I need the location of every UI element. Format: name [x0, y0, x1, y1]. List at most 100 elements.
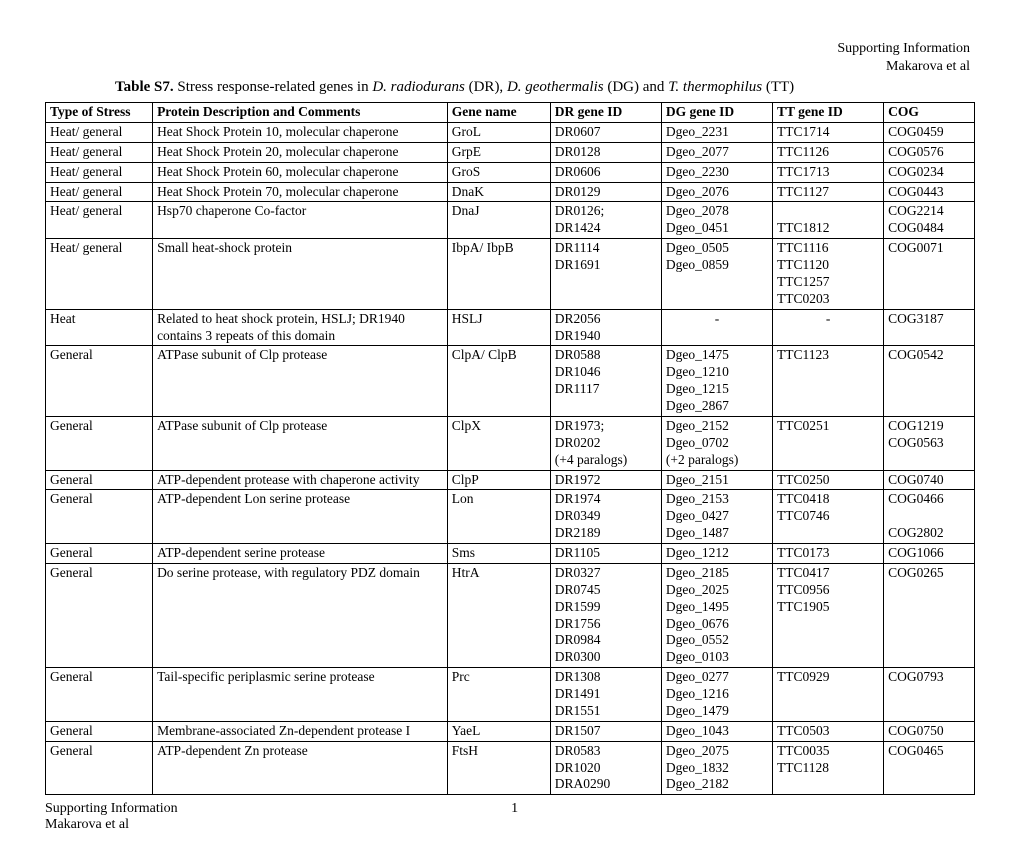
cell-dg: Dgeo_2152 Dgeo_0702 (+2 paralogs): [661, 416, 772, 470]
cell-tt: TTC0250: [773, 470, 884, 490]
cell-tt: TTC0417 TTC0956 TTC1905: [773, 563, 884, 667]
cell-desc: Heat Shock Protein 60, molecular chapero…: [153, 162, 448, 182]
cell-desc: ATP-dependent Zn protease: [153, 741, 448, 795]
cell-dr: DR0129: [550, 182, 661, 202]
title-sp2: D. geothermalis: [507, 79, 604, 95]
cell-dr: DR0607: [550, 122, 661, 142]
table-row: GeneralMembrane-associated Zn-dependent …: [46, 721, 975, 741]
cell-dr: DR1507: [550, 721, 661, 741]
cell-desc: ATPase subunit of Clp protease: [153, 416, 448, 470]
cell-gene: GroS: [447, 162, 550, 182]
cell-type: Heat/ general: [46, 202, 153, 239]
cell-gene: DnaK: [447, 182, 550, 202]
cell-dg: Dgeo_1212: [661, 544, 772, 564]
cell-dg: Dgeo_2230: [661, 162, 772, 182]
cell-cog: COG0542: [884, 346, 975, 417]
cell-tt: TTC1123: [773, 346, 884, 417]
cell-desc: Heat Shock Protein 10, molecular chapero…: [153, 122, 448, 142]
cell-type: Heat/ general: [46, 239, 153, 310]
cell-dr: DR1105: [550, 544, 661, 564]
cell-type: Heat: [46, 309, 153, 346]
cell-cog: COG0265: [884, 563, 975, 667]
col-dg: DG gene ID: [661, 103, 772, 123]
table-row: GeneralDo serine protease, with regulato…: [46, 563, 975, 667]
table-header-row: Type of Stress Protein Description and C…: [46, 103, 975, 123]
cell-dr: DR1972: [550, 470, 661, 490]
cell-gene: DnaJ: [447, 202, 550, 239]
title-sp1: D. radiodurans: [372, 79, 465, 95]
table-row: Heat/ generalHeat Shock Protein 70, mole…: [46, 182, 975, 202]
cell-tt: TTC1714: [773, 122, 884, 142]
title-abbr2: (DG) and: [604, 79, 669, 95]
cell-dr: DR0126; DR1424: [550, 202, 661, 239]
cell-cog: COG0234: [884, 162, 975, 182]
cell-desc: Related to heat shock protein, HSLJ; DR1…: [153, 309, 448, 346]
cell-cog: COG1066: [884, 544, 975, 564]
title-abbr3: (TT): [762, 79, 794, 95]
cell-type: Heat/ general: [46, 162, 153, 182]
cell-dr: DR1973; DR0202 (+4 paralogs): [550, 416, 661, 470]
cell-desc: Membrane-associated Zn-dependent proteas…: [153, 721, 448, 741]
cell-dg: Dgeo_2078 Dgeo_0451: [661, 202, 772, 239]
table-row: GeneralATP-dependent serine proteaseSmsD…: [46, 544, 975, 564]
cell-cog: COG1219 COG0563: [884, 416, 975, 470]
footer-supporting: Supporting Information: [45, 801, 178, 816]
table-row: GeneralATPase subunit of Clp proteaseClp…: [46, 346, 975, 417]
footer-authors: Makarova et al: [45, 817, 129, 832]
cell-cog: COG0465: [884, 741, 975, 795]
cell-cog: COG0740: [884, 470, 975, 490]
cell-dr: DR0606: [550, 162, 661, 182]
col-cog: COG: [884, 103, 975, 123]
cell-dg: Dgeo_2231: [661, 122, 772, 142]
cell-cog: COG0443: [884, 182, 975, 202]
cell-cog: COG0750: [884, 721, 975, 741]
cell-type: General: [46, 721, 153, 741]
cell-desc: ATP-dependent protease with chaperone ac…: [153, 470, 448, 490]
cell-type: General: [46, 563, 153, 667]
col-gene: Gene name: [447, 103, 550, 123]
cell-desc: Tail-specific periplasmic serine proteas…: [153, 668, 448, 722]
col-dr: DR gene ID: [550, 103, 661, 123]
cell-dr: DR2056 DR1940: [550, 309, 661, 346]
cell-tt: TTC0418 TTC0746: [773, 490, 884, 544]
table-row: Heat/ generalSmall heat-shock proteinIbp…: [46, 239, 975, 310]
cell-tt: TTC1126: [773, 142, 884, 162]
title-abbr1: (DR),: [465, 79, 507, 95]
cell-tt: TTC0503: [773, 721, 884, 741]
cell-type: General: [46, 668, 153, 722]
cell-cog: COG0071: [884, 239, 975, 310]
footer-page: 1: [511, 801, 518, 817]
cell-desc: Small heat-shock protein: [153, 239, 448, 310]
cell-cog: COG0576: [884, 142, 975, 162]
cell-cog: COG2214 COG0484: [884, 202, 975, 239]
cell-desc: Heat Shock Protein 70, molecular chapero…: [153, 182, 448, 202]
cell-gene: HSLJ: [447, 309, 550, 346]
cell-dg: -: [661, 309, 772, 346]
table-row: GeneralTail-specific periplasmic serine …: [46, 668, 975, 722]
table-row: Heat/ generalHeat Shock Protein 60, mole…: [46, 162, 975, 182]
cell-gene: FtsH: [447, 741, 550, 795]
cell-gene: ClpP: [447, 470, 550, 490]
cell-type: General: [46, 544, 153, 564]
title-label: Table S7.: [115, 79, 174, 95]
cell-tt: TTC1812: [773, 202, 884, 239]
cell-desc: Do serine protease, with regulatory PDZ …: [153, 563, 448, 667]
cell-dr: DR1114 DR1691: [550, 239, 661, 310]
table-row: Heat/ generalHsp70 chaperone Co-factorDn…: [46, 202, 975, 239]
table-title: Table S7. Stress response-related genes …: [45, 79, 975, 96]
header-supporting: Supporting Information: [837, 41, 970, 56]
cell-tt: TTC1127: [773, 182, 884, 202]
cell-type: General: [46, 741, 153, 795]
cell-desc: ATP-dependent Lon serine protease: [153, 490, 448, 544]
cell-gene: Sms: [447, 544, 550, 564]
header-authors: Makarova et al: [886, 59, 970, 74]
table-row: GeneralATP-dependent Lon serine protease…: [46, 490, 975, 544]
cell-dg: Dgeo_2153 Dgeo_0427 Dgeo_1487: [661, 490, 772, 544]
table-body: Heat/ generalHeat Shock Protein 10, mole…: [46, 122, 975, 794]
table-row: Heat/ generalHeat Shock Protein 10, mole…: [46, 122, 975, 142]
cell-dr: DR1974 DR0349 DR2189: [550, 490, 661, 544]
cell-tt: TTC0251: [773, 416, 884, 470]
cell-dg: Dgeo_2151: [661, 470, 772, 490]
cell-tt: TTC1116 TTC1120 TTC1257 TTC0203: [773, 239, 884, 310]
cell-desc: ATPase subunit of Clp protease: [153, 346, 448, 417]
